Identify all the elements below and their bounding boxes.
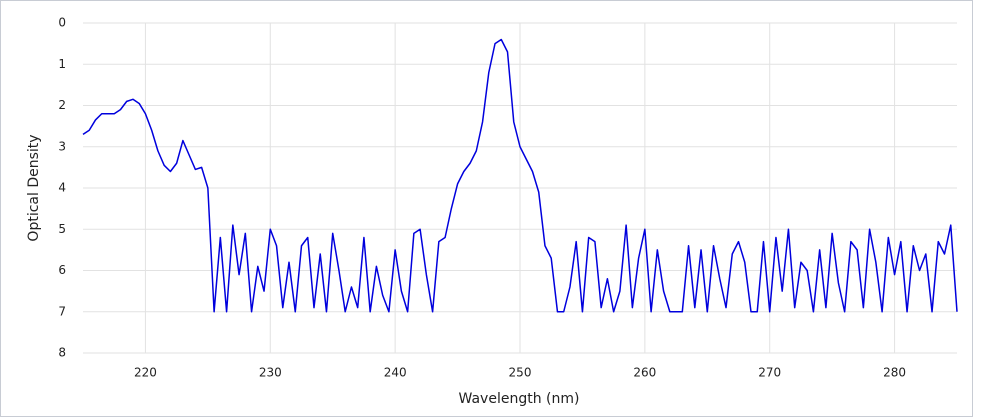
- y-tick-label: 8: [58, 346, 66, 360]
- y-tick-label: 2: [58, 98, 66, 112]
- y-tick-label: 4: [58, 181, 66, 195]
- y-tick-label: 0: [58, 16, 66, 30]
- x-tick-label: 250: [509, 366, 532, 380]
- y-tick-label: 6: [58, 263, 66, 277]
- data-line: [82, 38, 958, 313]
- x-tick-label: 230: [259, 366, 282, 380]
- y-tick-label: 5: [58, 222, 66, 236]
- x-tick-label: 260: [633, 366, 656, 380]
- y-tick-label: 7: [58, 304, 66, 318]
- y-axis-label: Optical Density: [26, 134, 42, 241]
- x-tick-label: 280: [883, 366, 906, 380]
- x-tick-label: 270: [758, 366, 781, 380]
- x-tick-label: 240: [384, 366, 407, 380]
- x-tick-label: 220: [134, 366, 157, 380]
- y-tick-label: 1: [58, 57, 66, 71]
- x-axis-label: Wavelength (nm): [459, 391, 580, 407]
- y-tick-label: 3: [58, 139, 66, 153]
